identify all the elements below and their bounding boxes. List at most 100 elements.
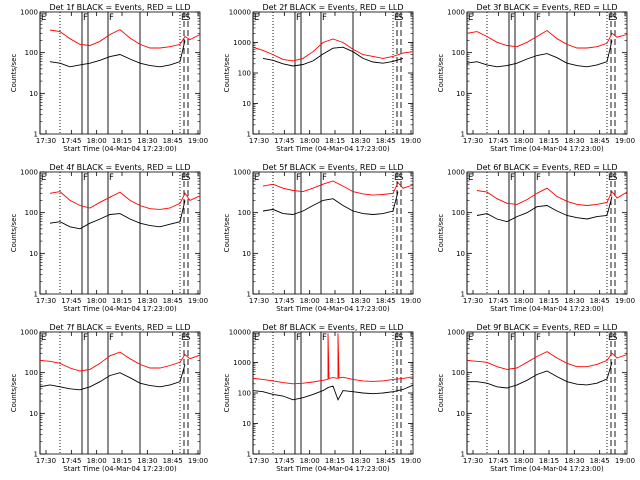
x-tick-label: 17:45 — [274, 137, 294, 145]
x-axis-label: Start Time (04-Mar-04 17:23:00) — [63, 145, 177, 153]
x-tick-label: 18:15 — [112, 137, 132, 145]
y-axis-label: Counts/sec — [437, 374, 445, 413]
x-tick-label: 17:30 — [249, 457, 269, 465]
x-tick-label: 19:00 — [615, 137, 635, 145]
x-tick-label: 19:00 — [188, 137, 208, 145]
x-tick-label: 18:45 — [590, 137, 610, 145]
x-tick-label: 19:00 — [401, 297, 421, 305]
x-tick-label: 18:00 — [300, 137, 320, 145]
x-tick-label: 18:30 — [350, 457, 370, 465]
x-axis-label: Start Time (04-Mar-04 17:23:00) — [276, 305, 390, 313]
y-tick-label: 1000 — [447, 9, 465, 17]
x-tick-label: 18:15 — [112, 457, 132, 465]
y-tick-label: 100 — [238, 70, 251, 78]
x-tick-label: 18:30 — [350, 137, 370, 145]
plot-frame — [39, 171, 201, 295]
x-tick-label: 18:00 — [300, 297, 320, 305]
x-tick-label: 17:45 — [61, 457, 81, 465]
y-tick-label: 100 — [452, 369, 465, 377]
y-tick-label: 1000 — [20, 329, 38, 337]
chart-panel: Det 2f BLACK = Events, RED = LLD 1 10 100 10… — [223, 3, 421, 153]
series-line-lld — [252, 38, 414, 62]
chart-title: Det 8f BLACK = Events, RED = LLD — [262, 323, 403, 332]
y-axis-label: Counts/sec — [223, 374, 231, 413]
chart-title: Det 4f BLACK = Events, RED = LLD — [49, 163, 190, 172]
x-tick-label: 17:30 — [463, 297, 483, 305]
x-tick-label: 18:15 — [539, 297, 559, 305]
x-tick-label: 18:15 — [539, 137, 559, 145]
y-tick-label: 100 — [25, 369, 38, 377]
series-line-events — [476, 196, 613, 223]
x-tick-label: 18:00 — [87, 297, 107, 305]
chart-title: Det 6f BLACK = Events, RED = LLD — [476, 163, 617, 172]
chart-title: Det 5f BLACK = Events, RED = LLD — [262, 163, 403, 172]
y-tick-label: 1 — [461, 291, 465, 299]
x-tick-label: 18:15 — [112, 297, 132, 305]
x-tick-label: 18:45 — [590, 297, 610, 305]
event-marker-label: F — [510, 173, 515, 183]
x-tick-label: 17:30 — [463, 457, 483, 465]
y-tick-label: 10000 — [229, 9, 251, 17]
series-line-events — [49, 200, 186, 230]
y-tick-label: 1000 — [447, 329, 465, 337]
x-tick-label: 18:15 — [325, 297, 345, 305]
x-axis-label: Start Time (04-Mar-04 17:23:00) — [490, 465, 604, 473]
x-tick-label: 19:00 — [401, 137, 421, 145]
y-tick-label: 1 — [247, 291, 251, 299]
chart-panel: Det 5f BLACK = Events, RED = LLD 1 10 100 10… — [223, 163, 421, 313]
event-marker-label: F — [510, 13, 515, 23]
y-tick-label: 10000 — [229, 329, 251, 337]
series-line-events — [262, 191, 399, 215]
y-tick-label: 10 — [29, 90, 38, 98]
x-axis-label: Start Time (04-Mar-04 17:23:00) — [490, 145, 604, 153]
x-tick-label: 18:30 — [137, 137, 157, 145]
y-tick-label: 10 — [456, 250, 465, 258]
x-tick-label: 17:30 — [36, 457, 56, 465]
x-tick-label: 18:30 — [564, 297, 584, 305]
x-tick-label: 18:00 — [87, 457, 107, 465]
x-tick-label: 17:45 — [274, 297, 294, 305]
chart-panel: Det 3f BLACK = Events, RED = LLD 1 10 100 10… — [437, 3, 635, 153]
plot-frame — [466, 331, 628, 455]
series-line-events — [252, 384, 414, 401]
event-marker-label: F — [83, 333, 88, 343]
event-marker-label: E — [254, 173, 259, 183]
chart-title: Det 9f BLACK = Events, RED = LLD — [476, 323, 617, 332]
chart-panel: Det 9f BLACK = Events, RED = LLD 1 10 100 10… — [437, 323, 635, 473]
x-tick-label: 19:00 — [401, 457, 421, 465]
y-tick-label: 10 — [242, 250, 251, 258]
x-tick-label: 17:30 — [249, 297, 269, 305]
y-tick-label: 10 — [29, 410, 38, 418]
x-tick-label: 18:15 — [325, 457, 345, 465]
y-tick-label: 10 — [456, 410, 465, 418]
y-tick-label: 10 — [242, 100, 251, 108]
x-tick-label: 17:45 — [488, 297, 508, 305]
y-tick-label: 100 — [238, 390, 251, 398]
y-tick-label: 1000 — [447, 169, 465, 177]
x-tick-label: 17:30 — [36, 137, 56, 145]
event-marker-label: F — [296, 13, 301, 23]
event-marker-label: F — [322, 333, 327, 343]
x-tick-label: 18:30 — [137, 457, 157, 465]
y-tick-label: 1 — [461, 451, 465, 459]
series-line-events — [49, 40, 186, 68]
event-marker-label: F — [536, 173, 541, 183]
event-marker-label: F — [322, 173, 327, 183]
x-tick-label: 17:45 — [488, 457, 508, 465]
x-tick-label: 17:30 — [249, 137, 269, 145]
y-axis-label: Counts/sec — [10, 214, 18, 253]
x-tick-label: 18:30 — [564, 457, 584, 465]
series-line-events — [467, 362, 613, 389]
chart-panel: Det 6f BLACK = Events, RED = LLD 1 10 100 10… — [437, 163, 635, 313]
event-marker-label: E — [468, 333, 473, 343]
x-axis-label: Start Time (04-Mar-04 17:23:00) — [490, 305, 604, 313]
event-marker-label: F — [109, 173, 114, 183]
x-tick-label: 18:00 — [87, 137, 107, 145]
series-line-lld — [466, 29, 628, 49]
series-line-lld — [466, 351, 628, 370]
y-tick-label: 1 — [34, 291, 38, 299]
y-axis-label: Counts/sec — [223, 54, 231, 93]
plot-frame — [39, 331, 201, 455]
x-axis-label: Start Time (04-Mar-04 17:23:00) — [63, 305, 177, 313]
